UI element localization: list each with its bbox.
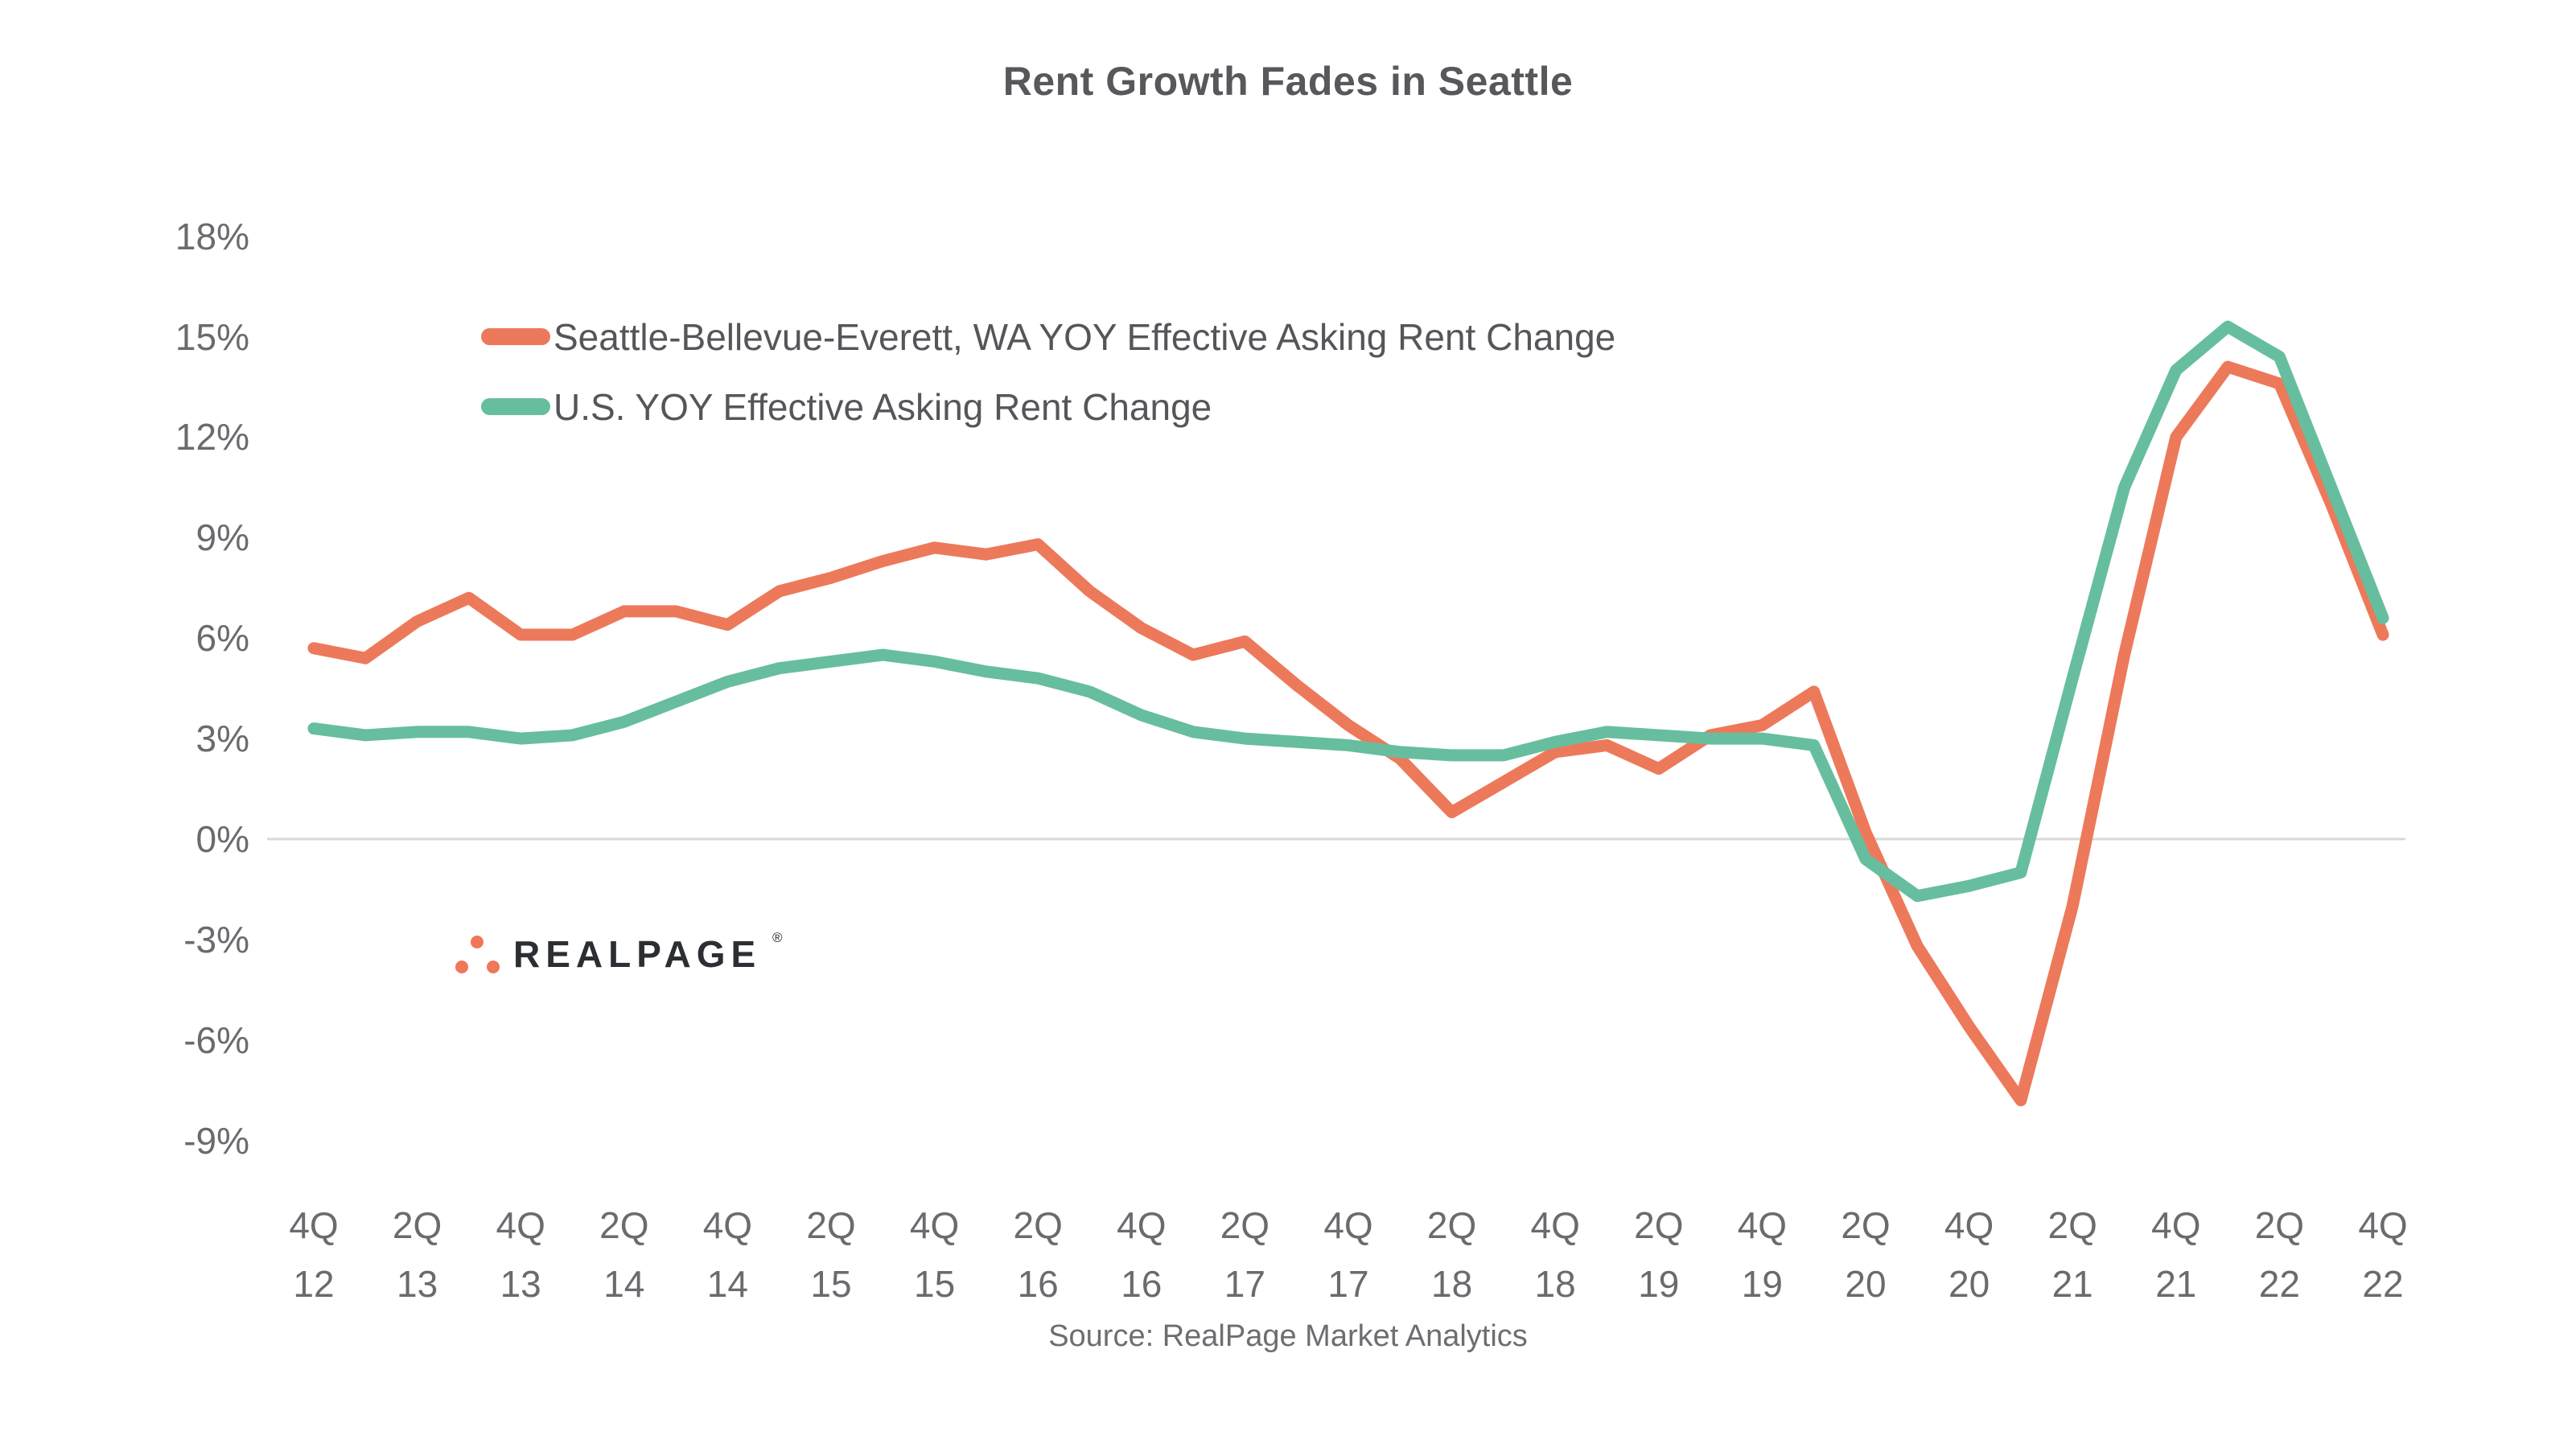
x-tick-quarter: 4Q — [1530, 1204, 1580, 1246]
x-axis-tick-label: 2Q 15 — [775, 1196, 887, 1314]
x-axis-tick-label: 2Q 19 — [1603, 1196, 1715, 1314]
x-tick-year: 14 — [706, 1263, 748, 1305]
x-tick-quarter: 2Q — [1013, 1204, 1063, 1246]
x-tick-quarter: 2Q — [806, 1204, 856, 1246]
legend-label: U.S. YOY Effective Asking Rent Change — [553, 385, 1212, 428]
x-axis-tick-label: 4Q 22 — [2327, 1196, 2439, 1314]
x-axis-tick-label: 2Q 17 — [1188, 1196, 1301, 1314]
chart-legend: Seattle-Bellevue-Everett, WA YOY Effecti… — [481, 314, 1615, 430]
x-tick-year: 21 — [2155, 1263, 2197, 1305]
registered-trademark-icon: ® — [772, 930, 783, 945]
x-tick-year: 15 — [914, 1263, 956, 1305]
x-axis-tick-label: 2Q 18 — [1396, 1196, 1508, 1314]
x-axis-tick-label: 4Q 15 — [879, 1196, 991, 1314]
x-axis-tick-label: 2Q 14 — [568, 1196, 681, 1314]
x-tick-quarter: 4Q — [1117, 1204, 1167, 1246]
x-tick-quarter: 2Q — [1220, 1204, 1270, 1246]
page-title: Rent Growth Fades in Seattle — [1002, 59, 1574, 104]
y-axis-tick-label: 15% — [175, 315, 249, 358]
x-tick-year: 12 — [293, 1263, 335, 1305]
x-tick-year: 13 — [500, 1263, 541, 1305]
x-axis-tick-label: 4Q 18 — [1499, 1196, 1611, 1314]
y-axis-tick-label: 9% — [195, 516, 249, 559]
x-axis-tick-label: 4Q 13 — [464, 1196, 577, 1314]
x-axis-tick-label: 4Q 14 — [671, 1196, 784, 1314]
seattle-series-line — [307, 360, 2389, 1107]
x-tick-quarter: 2Q — [1426, 1204, 1477, 1246]
x-tick-year: 17 — [1224, 1263, 1265, 1305]
x-tick-year: 13 — [397, 1263, 438, 1305]
x-tick-quarter: 2Q — [2047, 1204, 2097, 1246]
x-axis-tick-label: 4Q 21 — [2120, 1196, 2232, 1314]
x-tick-year: 20 — [1948, 1263, 1990, 1305]
x-tick-year: 18 — [1431, 1263, 1473, 1305]
realpage-logo-text: REALPAGE — [513, 933, 762, 975]
x-tick-quarter: 4Q — [2151, 1204, 2201, 1246]
y-axis-tick-label: -6% — [183, 1018, 249, 1061]
x-tick-year: 20 — [1845, 1263, 1887, 1305]
x-tick-year: 21 — [2051, 1263, 2093, 1305]
y-axis-tick-label: -9% — [183, 1119, 249, 1162]
x-axis-tick-label: 2Q 13 — [361, 1196, 474, 1314]
source-note: Source: RealPage Market Analytics — [1048, 1319, 1528, 1353]
x-tick-year: 16 — [1121, 1263, 1162, 1305]
x-tick-year: 19 — [1741, 1263, 1783, 1305]
y-axis-tick-label: 18% — [175, 215, 249, 257]
x-tick-quarter: 4Q — [909, 1204, 960, 1246]
x-axis-tick-label: 4Q 16 — [1085, 1196, 1198, 1314]
y-axis-tick-label: -3% — [183, 918, 249, 961]
x-axis-tick-label: 2Q 21 — [2016, 1196, 2129, 1314]
x-tick-year: 19 — [1638, 1263, 1680, 1305]
y-axis-tick-label: 0% — [195, 818, 249, 860]
legend-label: Seattle-Bellevue-Everett, WA YOY Effecti… — [553, 315, 1616, 358]
x-tick-year: 22 — [2258, 1263, 2300, 1305]
x-tick-quarter: 2Q — [392, 1204, 442, 1246]
x-tick-year: 22 — [2362, 1263, 2404, 1305]
x-axis-tick-label: 4Q 20 — [1913, 1196, 2026, 1314]
x-tick-year: 17 — [1327, 1263, 1369, 1305]
x-tick-quarter: 2Q — [1841, 1204, 1891, 1246]
x-tick-year: 18 — [1534, 1263, 1576, 1305]
us-series-line — [307, 320, 2389, 903]
y-axis-tick-label: 12% — [175, 416, 249, 459]
x-axis-tick-label: 2Q 22 — [2223, 1196, 2335, 1314]
realpage-logo: REALPAGE ® — [451, 925, 821, 998]
y-axis-tick-label: 6% — [195, 617, 249, 660]
x-axis-tick-label: 4Q 19 — [1706, 1196, 1818, 1314]
x-axis-tick-label: 2Q 16 — [981, 1196, 1094, 1314]
legend-item: Seattle-Bellevue-Everett, WA YOY Effecti… — [481, 314, 1615, 360]
x-tick-quarter: 4Q — [702, 1204, 753, 1246]
x-tick-quarter: 2Q — [1634, 1204, 1684, 1246]
x-tick-quarter: 4Q — [2358, 1204, 2408, 1246]
x-tick-quarter: 4Q — [289, 1204, 339, 1246]
x-tick-year: 14 — [603, 1263, 645, 1305]
x-axis-tick-label: 2Q 20 — [1809, 1196, 1922, 1314]
x-tick-quarter: 4Q — [1737, 1204, 1788, 1246]
x-tick-quarter: 4Q — [496, 1204, 545, 1246]
x-tick-quarter: 4Q — [1944, 1204, 1994, 1246]
x-axis-tick-label: 4Q 12 — [257, 1196, 370, 1314]
legend-item: U.S. YOY Effective Asking Rent Change — [481, 384, 1615, 430]
logo-dot-icon — [471, 936, 484, 948]
logo-dot-icon — [455, 961, 468, 973]
x-tick-quarter: 2Q — [2254, 1204, 2305, 1246]
x-axis-tick-label: 4Q 17 — [1292, 1196, 1405, 1314]
y-axis-tick-label: 3% — [195, 718, 249, 760]
legend-swatch-icon — [481, 398, 550, 415]
logo-dot-icon — [487, 961, 500, 973]
x-tick-year: 16 — [1017, 1263, 1059, 1305]
x-tick-year: 15 — [810, 1263, 852, 1305]
legend-swatch-icon — [481, 328, 550, 345]
x-tick-quarter: 4Q — [1323, 1204, 1373, 1246]
x-tick-quarter: 2Q — [599, 1204, 649, 1246]
